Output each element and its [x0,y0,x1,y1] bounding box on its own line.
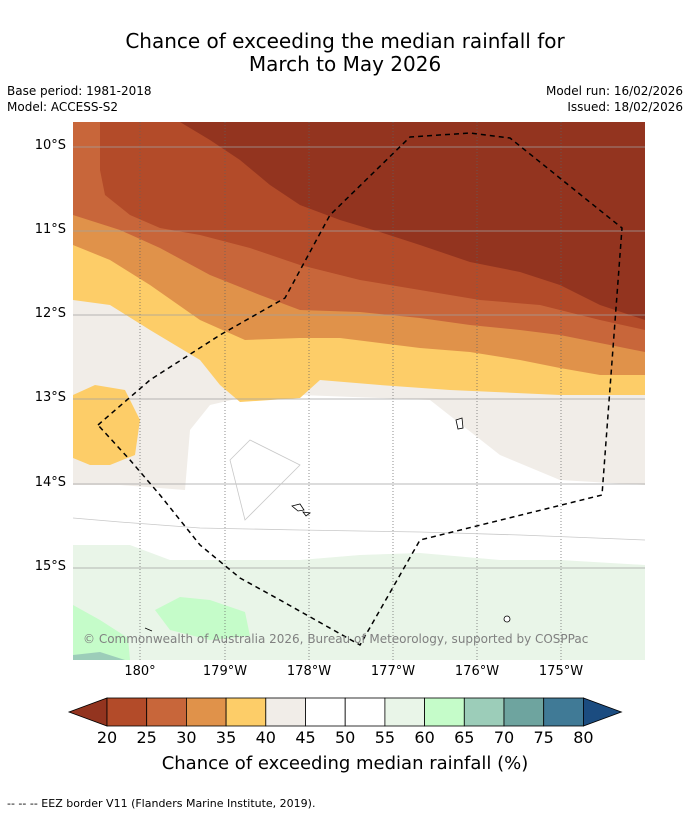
lat-label-14s: 14°S [34,475,66,490]
lon-label-177w: 177°W [370,664,416,679]
band-60-65-b [73,605,130,660]
lon-label-178w: 178°W [286,664,332,679]
lat-label-12s: 12°S [34,306,66,321]
lat-label-10s: 10°S [34,138,66,153]
lat-label-11s: 11°S [34,222,66,237]
colorbar-tick-label: 20 [96,728,118,747]
colorbar-segment [305,697,346,727]
model-name: Model: ACCESS-S2 [7,100,119,114]
colorbar-segment [543,697,584,727]
lat-label-15s: 15°S [34,559,66,574]
colorbar-tick-label: 50 [335,728,356,747]
colorbar-segment [344,697,386,727]
colorbar-tick-label: 45 [295,728,316,747]
lon-label-180: 180° [124,664,156,679]
base-period: Base period: 1981-2018 [7,84,152,98]
band-below-20 [180,122,645,320]
colorbar-segment [463,697,505,727]
issued-date: Issued: 18/02/2026 [567,100,683,114]
colorbar-segment [424,697,465,727]
colorbar-tick-label: 75 [533,728,554,747]
colorbar-segment [503,697,545,727]
lat-label-13s: 13°S [34,390,66,405]
colorbar-segment [265,697,306,727]
colorbar-tick-label: 65 [454,728,475,747]
colorbar-tick-label: 30 [176,728,197,747]
map-title: Chance of exceeding the median rainfall … [0,30,690,76]
colorbar-tick-label: 55 [374,728,396,747]
meta-left: Base period: 1981-2018 Model: ACCESS-S2 [7,83,152,115]
colorbar-tick-label: 35 [215,728,237,747]
colorbar-extend-low [67,697,108,727]
title-line-2: March to May 2026 [248,52,442,76]
lon-label-175w: 175°W [538,664,584,679]
islands [144,417,511,632]
band-65-70 [73,652,125,660]
copyright-notice: © Commonwealth of Australia 2026, Bureau… [83,632,589,646]
colorbar-extend-high [583,697,623,727]
colorbar-tick-label: 40 [255,728,276,747]
colorbar-segment [185,697,227,727]
colorbar-segment [225,697,267,727]
colorbar-segment [384,697,425,727]
lon-label-179w: 179°W [202,664,248,679]
contour-lines [73,439,645,541]
latitude-gridlines [73,146,645,569]
eez-border [96,132,623,647]
meta-right: Model run: 16/02/2026 Issued: 18/02/2026 [546,83,683,115]
eez-legend: -- -- -- EEZ border V11 (Flanders Marine… [7,797,316,810]
lon-label-176w: 176°W [454,664,500,679]
band-60-65 [155,597,250,640]
model-run: Model run: 16/02/2026 [545,84,683,98]
colorbar-tick-label: 80 [573,728,594,747]
colorbar-tick-label: 25 [136,728,157,747]
colorbar-tick-label: 70 [493,728,515,747]
band-35-40-blob [73,385,140,465]
colorbar-segment [106,697,148,727]
colorbar-segment [146,697,187,727]
title-line-1: Chance of exceeding the median rainfall … [125,29,565,53]
colorbar-tick-label: 60 [414,728,435,747]
colorbar-label: Chance of exceeding median rainfall (%) [161,753,529,774]
